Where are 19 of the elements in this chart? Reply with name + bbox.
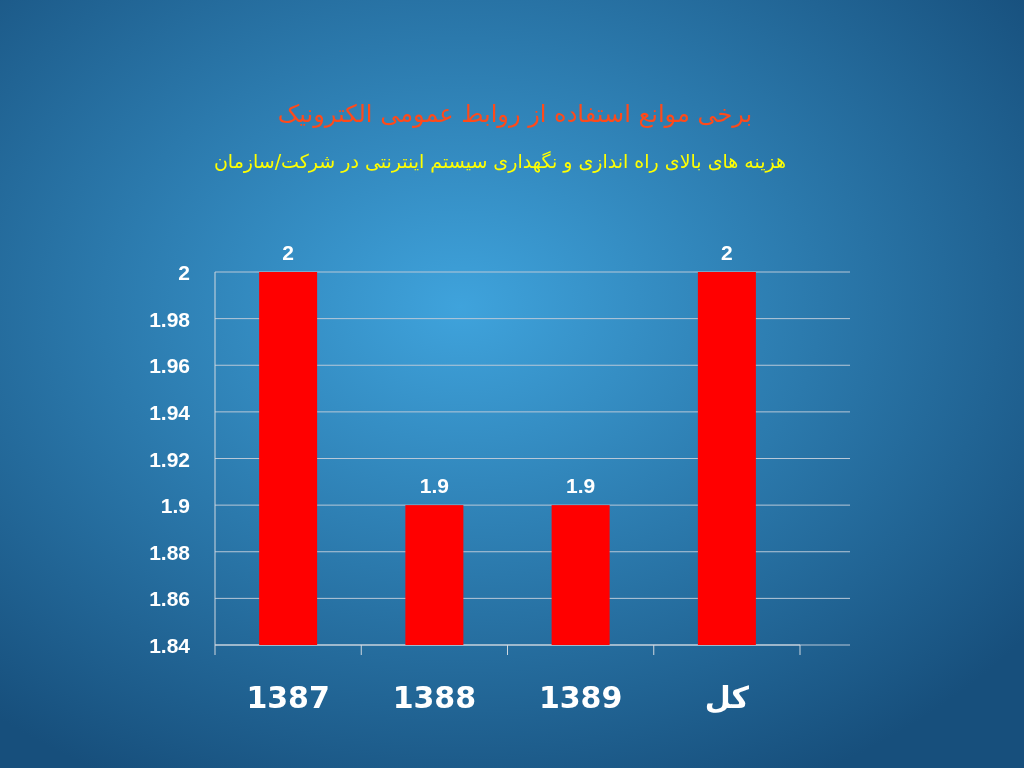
- x-tick-label: 1387: [246, 680, 330, 715]
- y-tick-label: 1.84: [149, 634, 191, 657]
- chart-subtitle: هزینه های بالای راه اندازی و نگهداری سیستم اینترنتی در شرکت/سازمان: [213, 150, 787, 173]
- y-tick-label: 1.92: [149, 447, 190, 471]
- data-label: 2: [282, 241, 294, 264]
- y-tick-label: 1.9: [160, 494, 190, 518]
- y-tick-label: 1.98: [149, 307, 191, 331]
- y-tick-label: 1.94: [149, 400, 191, 424]
- y-tick-label: 1.88: [149, 540, 191, 564]
- data-label: 2: [721, 241, 733, 264]
- y-tick-label: 1.96: [149, 354, 190, 378]
- x-tick-label: 1388: [392, 680, 477, 715]
- y-tick-label: 2: [178, 261, 190, 284]
- data-label: 1.9: [566, 474, 596, 498]
- chart-title: برخی موانع استفاده از روابط عمومی الکترونیک: [277, 100, 753, 128]
- y-tick-label: 1.86: [149, 587, 190, 611]
- data-label: 1.9: [419, 474, 449, 498]
- x-tick-label: 1389: [538, 680, 623, 715]
- x-tick-label: کل: [704, 680, 750, 715]
